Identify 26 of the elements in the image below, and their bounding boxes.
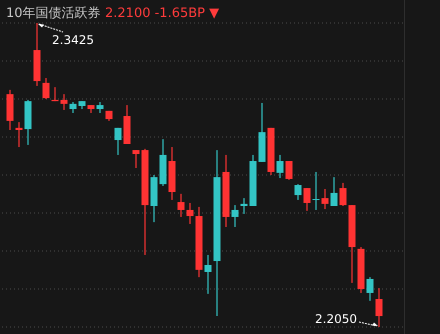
candlestick — [240, 198, 248, 215]
candlestick — [322, 188, 328, 210]
candlestick — [294, 184, 302, 201]
candlestick — [114, 127, 122, 156]
candlestick — [276, 154, 284, 179]
candlestick — [304, 187, 310, 212]
chart-title: 10年国债活跃券 — [6, 6, 101, 21]
chart-subtitle: 2.2100 -1.65BP ▼ — [105, 6, 220, 21]
candlestick — [232, 204, 238, 228]
candlestick — [376, 287, 382, 328]
annotation: 2.2050 — [315, 312, 357, 326]
annotation: 2.3425 — [52, 33, 94, 47]
candlestick — [340, 182, 346, 207]
candlestick — [186, 202, 194, 225]
candlestick — [42, 77, 50, 100]
candlestick — [286, 160, 292, 180]
candlestick — [96, 101, 104, 114]
candlestick — [330, 176, 338, 207]
candlestick — [178, 193, 184, 218]
candlestick — [366, 276, 374, 302]
candlestick — [204, 254, 212, 294]
candlestick — [16, 122, 22, 148]
candlestick — [132, 149, 140, 169]
candlestick — [60, 94, 68, 111]
candlestick — [312, 171, 320, 211]
candlestick — [70, 101, 76, 114]
